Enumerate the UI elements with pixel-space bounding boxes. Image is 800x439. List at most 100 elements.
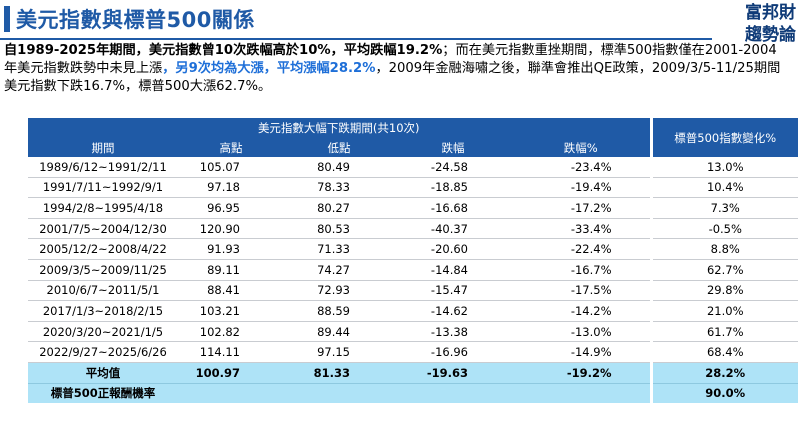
table-group-header-row: 美元指數大幅下跌期間(共10次) 標普500指數變化%: [28, 118, 798, 157]
empty-cell: [178, 383, 284, 404]
cell-drop-pct: -16.7%: [512, 259, 651, 281]
cell-high: 88.41: [178, 280, 284, 302]
cell-high: 89.11: [178, 259, 284, 281]
cell-period: 2020/3/20~2021/1/5: [28, 321, 178, 343]
cell-period: 2022/9/27~2025/6/26: [28, 341, 178, 363]
cell-drop: -18.85: [394, 177, 512, 199]
dollar-index-table: 美元指數大幅下跌期間(共10次) 標普500指數變化% 期間 高點 低點 跌幅 …: [28, 118, 798, 404]
cell-low: 74.27: [284, 259, 394, 281]
cell-drop-pct: -17.2%: [512, 197, 651, 219]
cell-drop-pct: -23.4%: [512, 157, 651, 178]
cell-drop-pct: -14.2%: [512, 300, 651, 322]
table-row: 1991/7/11~1992/9/1 97.18 78.33 -18.85 -19.4%…: [28, 177, 798, 199]
cell-low: 80.27: [284, 197, 394, 219]
cell-drop: -14.84: [394, 259, 512, 281]
cell-sp: -0.5%: [649, 218, 798, 240]
cell-sp: 7.3%: [649, 197, 798, 219]
empty-cell: [284, 383, 394, 404]
cell-high: 96.95: [178, 197, 284, 219]
intro-highlight-text: ，另9次均為大漲，平均漲幅28.2%: [162, 61, 376, 76]
page-title: 美元指數與標普500關係: [16, 8, 255, 32]
col-header-drop-pct: 跌幅%: [512, 138, 651, 157]
average-label: 平均值: [28, 362, 178, 384]
cell-high: 102.82: [178, 321, 284, 343]
cell-period: 2017/1/3~2018/2/15: [28, 300, 178, 322]
title-bar: 美元指數與標普500關係: [0, 4, 255, 34]
cell-low: 80.53: [284, 218, 394, 240]
cell-high: 114.11: [178, 341, 284, 363]
col-header-high: 高點: [178, 138, 284, 157]
brand-line-2: 趨勢論: [745, 25, 796, 45]
cell-drop: -15.47: [394, 280, 512, 302]
cell-drop: -13.38: [394, 321, 512, 343]
col-header-drop: 跌幅: [394, 138, 512, 157]
cell-low: 89.44: [284, 321, 394, 343]
cell-high: 105.07: [178, 157, 284, 178]
cell-low: 71.33: [284, 238, 394, 260]
positive-probability-label: 標普500正報酬機率: [28, 383, 178, 404]
intro-text-end: ，2009年金融海嘯之後，聯準會推出QE政策，2009/3/5-11/25期間美…: [4, 61, 781, 94]
cell-period: 2001/7/5~2004/12/30: [28, 218, 178, 240]
cell-drop-pct: -33.4%: [512, 218, 651, 240]
brand-logo: 富邦財 趨勢論: [734, 2, 796, 46]
average-low: 81.33: [284, 362, 394, 384]
average-row: 平均值 100.97 81.33 -19.63 -19.2% 28.2%: [28, 362, 798, 384]
cell-high: 91.93: [178, 238, 284, 260]
table-row: 2022/9/27~2025/6/26 114.11 97.15 -16.96 -14.…: [28, 341, 798, 363]
average-sp: 28.2%: [649, 362, 798, 384]
intro-paragraph: 自1989-2025年期間，美元指數曾10次跌幅高於10%，平均跌幅19.2%；…: [4, 42, 784, 96]
cell-drop-pct: -22.4%: [512, 238, 651, 260]
table-row: 2010/6/7~2011/5/1 88.41 72.93 -15.47 -17.5% 2…: [28, 280, 798, 302]
cell-drop: -40.37: [394, 218, 512, 240]
table-row: 2001/7/5~2004/12/30 120.90 80.53 -40.37 -33.…: [28, 218, 798, 240]
intro-text: ；而在美元指數重挫期間，標準500指數僅在2001-2004年美元指數跌勢中未見…: [4, 43, 777, 76]
col-header-period: 期間: [28, 138, 178, 157]
cell-drop: -16.68: [394, 197, 512, 219]
average-drop-pct: -19.2%: [512, 362, 651, 384]
empty-cell: [512, 383, 651, 404]
cell-period: 1994/2/8~1995/4/18: [28, 197, 178, 219]
cell-high: 97.18: [178, 177, 284, 199]
cell-drop-pct: -13.0%: [512, 321, 651, 343]
cell-drop-pct: -17.5%: [512, 280, 651, 302]
positive-probability-value: 90.0%: [649, 383, 798, 404]
table-row: 2017/1/3~2018/2/15 103.21 88.59 -14.62 -14.2…: [28, 300, 798, 322]
positive-probability-row: 標普500正報酬機率 90.0%: [28, 383, 798, 404]
table-row: 2020/3/20~2021/1/5 102.82 89.44 -13.38 -13.0…: [28, 321, 798, 343]
table-row: 2005/12/2~2008/4/22 91.93 71.33 -20.60 -22.4…: [28, 238, 798, 260]
cell-high: 103.21: [178, 300, 284, 322]
cell-sp: 68.4%: [649, 341, 798, 363]
cell-period: 2009/3/5~2009/11/25: [28, 259, 178, 281]
cell-period: 2005/12/2~2008/4/22: [28, 238, 178, 260]
cell-drop-pct: -19.4%: [512, 177, 651, 199]
cell-sp: 8.8%: [649, 238, 798, 260]
cell-low: 78.33: [284, 177, 394, 199]
cell-sp: 62.7%: [649, 259, 798, 281]
cell-sp: 61.7%: [649, 321, 798, 343]
col-header-low: 低點: [284, 138, 394, 157]
sp500-header: 標普500指數變化%: [649, 118, 798, 157]
cell-period: 1989/6/12~1991/2/11: [28, 157, 178, 178]
cell-high: 120.90: [178, 218, 284, 240]
table-row: 2009/3/5~2009/11/25 89.11 74.27 -14.84 -16.7…: [28, 259, 798, 281]
cell-low: 80.49: [284, 157, 394, 178]
cell-period: 2010/6/7~2011/5/1: [28, 280, 178, 302]
cell-period: 1991/7/11~1992/9/1: [28, 177, 178, 199]
table-body: 1989/6/12~1991/2/11 105.07 80.49 -24.58 -23.…: [28, 157, 798, 404]
cell-sp: 13.0%: [649, 157, 798, 178]
intro-bold-text: 自1989-2025年期間，美元指數曾10次跌幅高於10%，平均跌幅19.2%: [4, 43, 443, 58]
empty-cell: [394, 383, 512, 404]
title-marker: [4, 6, 10, 32]
brand-line-1: 富邦財: [745, 3, 796, 23]
cell-low: 72.93: [284, 280, 394, 302]
table-row: 1994/2/8~1995/4/18 96.95 80.27 -16.68 -17.2%…: [28, 197, 798, 219]
cell-sp: 10.4%: [649, 177, 798, 199]
group-header: 美元指數大幅下跌期間(共10次): [28, 118, 651, 138]
table-column-header-row: 期間 高點 低點 跌幅 跌幅%: [28, 138, 798, 157]
cell-drop: -20.60: [394, 238, 512, 260]
cell-drop: -14.62: [394, 300, 512, 322]
cell-drop-pct: -14.9%: [512, 341, 651, 363]
table-row: 1989/6/12~1991/2/11 105.07 80.49 -24.58 -23.…: [28, 157, 798, 178]
cell-drop: -16.96: [394, 341, 512, 363]
cell-sp: 29.8%: [649, 280, 798, 302]
